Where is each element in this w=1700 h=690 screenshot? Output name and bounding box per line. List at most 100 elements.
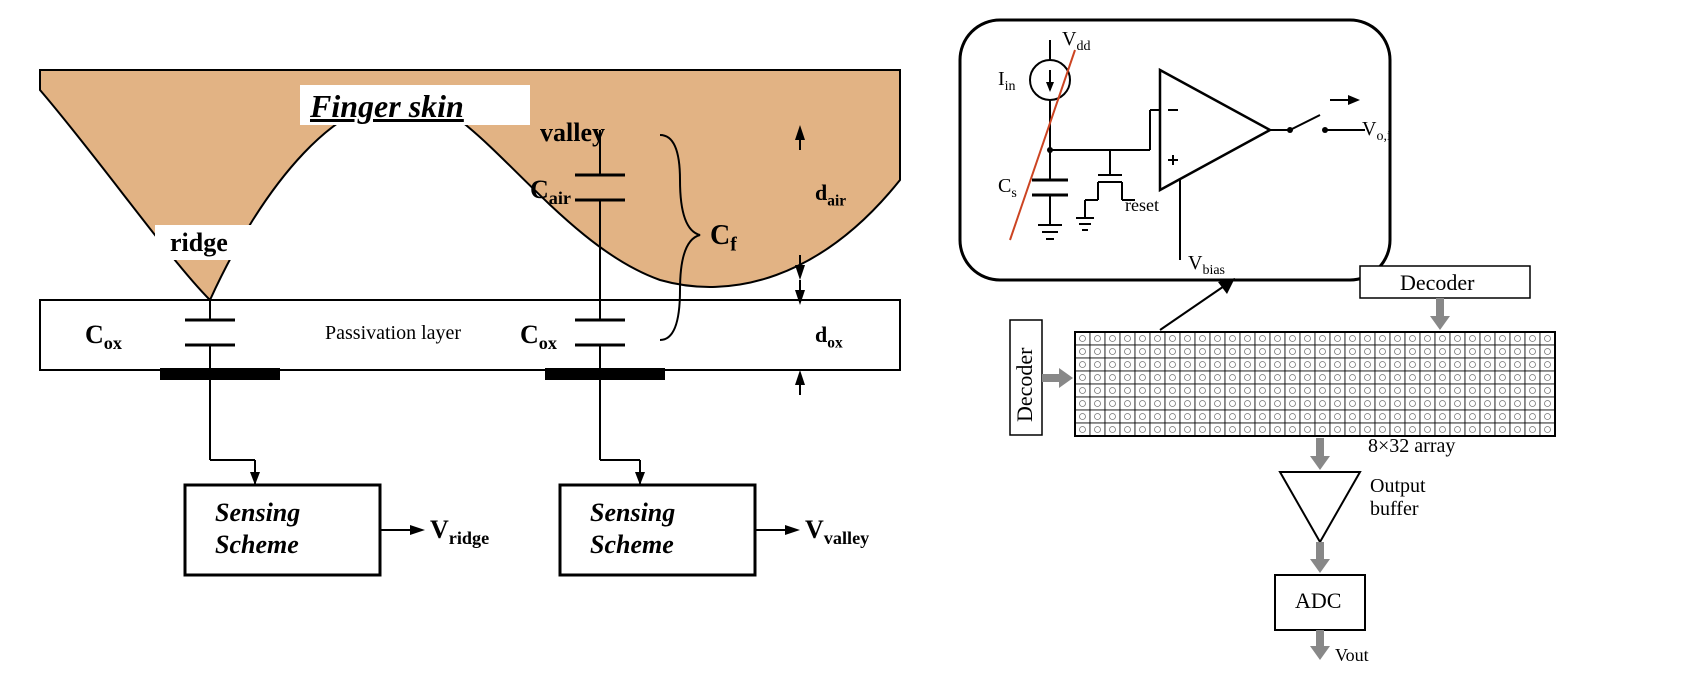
dair-label: dair [815,180,846,210]
array-cell [1165,397,1180,410]
array-cell [1255,371,1270,384]
array-cell [1330,371,1345,384]
array-cell [1300,371,1315,384]
array-cell [1450,384,1465,397]
array-cell [1195,384,1210,397]
array-cell [1195,397,1210,410]
array-cell [1480,358,1495,371]
passivation-layer [40,300,900,370]
array-cell [1210,397,1225,410]
array-cell [1240,397,1255,410]
array-cell [1480,384,1495,397]
array-cell [1345,384,1360,397]
array-cell [1195,410,1210,423]
array-cell [1300,358,1315,371]
array-cell [1195,423,1210,436]
array-cell [1285,332,1300,345]
cs-label: Cs [998,175,1017,202]
array-cell [1285,410,1300,423]
array-cell [1315,332,1330,345]
array-cell [1255,332,1270,345]
cox-label-1: Cox [85,320,122,354]
array-cell [1300,332,1315,345]
array-cell [1090,423,1105,436]
array-cell [1180,423,1195,436]
array-cell [1225,332,1240,345]
array-cell [1525,397,1540,410]
array-cell [1135,397,1150,410]
array-cell [1075,358,1090,371]
array-cell [1375,371,1390,384]
array-cell [1225,345,1240,358]
array-cell [1090,371,1105,384]
outbuf-label2: buffer [1370,498,1419,521]
array-cell [1225,371,1240,384]
array-cell [1135,345,1150,358]
array-cell [1360,397,1375,410]
array-cell [1465,332,1480,345]
array-cell [1540,384,1555,397]
array-cell [1465,423,1480,436]
array-cell [1240,371,1255,384]
array-cell [1390,410,1405,423]
array-cell [1345,358,1360,371]
sensing-label-1b: Scheme [215,530,299,560]
array-cell [1360,384,1375,397]
array-cell [1300,423,1315,436]
array-cell [1210,358,1225,371]
array-cell [1450,397,1465,410]
array-cell [1135,384,1150,397]
array-cell [1315,397,1330,410]
array-cell [1225,410,1240,423]
array-cell [1075,332,1090,345]
array-cell [1165,410,1180,423]
dox-label: dox [815,322,843,352]
array-cell [1405,345,1420,358]
array-cell [1090,384,1105,397]
array-cell [1135,332,1150,345]
array-cell [1330,384,1345,397]
array-cell [1180,397,1195,410]
array-cell [1180,358,1195,371]
array-cell [1120,332,1135,345]
array-cell [1420,384,1435,397]
cox-label-2: Cox [520,320,557,354]
array-cell [1405,358,1420,371]
array-cell [1465,397,1480,410]
array-cell [1270,371,1285,384]
ridge-electrode [160,368,280,380]
array-cell [1180,384,1195,397]
array-cell [1270,358,1285,371]
array-cell [1075,345,1090,358]
array-cell [1390,332,1405,345]
array-cell [1495,332,1510,345]
array-cell [1120,371,1135,384]
array-cell [1090,397,1105,410]
array-cell [1255,410,1270,423]
array-cell [1315,410,1330,423]
sensing-label-1a: Sensing [215,498,300,528]
array-cell [1255,358,1270,371]
array-cell [1540,345,1555,358]
array-cell [1105,358,1120,371]
array-cell [1150,345,1165,358]
array-cell [1330,345,1345,358]
array-cell [1165,423,1180,436]
array-cell [1465,345,1480,358]
array-cell [1405,397,1420,410]
array-cell [1510,410,1525,423]
array-cell [1345,410,1360,423]
array-cell [1450,345,1465,358]
array-cell [1240,423,1255,436]
array-cell [1465,384,1480,397]
array-cell [1195,345,1210,358]
array-cell [1075,410,1090,423]
array-cell [1495,397,1510,410]
array-cell [1255,397,1270,410]
array-cell [1285,358,1300,371]
array-cell [1120,384,1135,397]
array-cell [1465,371,1480,384]
array-cell [1345,345,1360,358]
array-cell [1090,332,1105,345]
array-cell [1405,384,1420,397]
